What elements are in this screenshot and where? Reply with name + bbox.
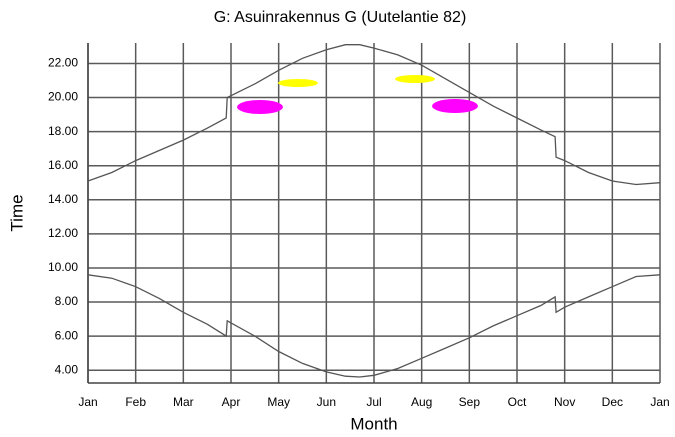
y-tick-label: 14.00 (48, 192, 78, 206)
chart-title: G: Asuinrakennus G (Uutelantie 82) (214, 9, 467, 26)
highlight (278, 79, 318, 87)
x-tick-label: Nov (554, 395, 575, 409)
highlight (432, 99, 478, 113)
y-tick-label: 20.00 (48, 90, 78, 104)
y-tick-label: 22.00 (48, 56, 78, 70)
line (87, 274, 661, 378)
highlight (395, 75, 435, 83)
x-tick-label: Jan (650, 395, 669, 409)
x-tick-label: Dec (602, 395, 623, 409)
y-tick-label: 12.00 (48, 226, 78, 240)
x-tick-label: Mar (173, 395, 194, 409)
x-tick-label: Sep (459, 395, 481, 409)
y-axis-title: Time (7, 194, 26, 231)
y-tick-label: 6.00 (55, 328, 79, 342)
x-tick-label: Feb (125, 395, 146, 409)
x-tick-label: Jul (366, 395, 381, 409)
highlights (237, 75, 478, 114)
x-tick-label: Aug (411, 395, 432, 409)
x-tick-label: May (267, 395, 290, 409)
x-axis-title: Month (350, 414, 397, 433)
y-tick-label: 18.00 (48, 124, 78, 138)
x-tick-label: Jun (317, 395, 336, 409)
highlight (237, 100, 283, 114)
x-tick-label: Apr (222, 395, 241, 409)
y-tick-label: 16.00 (48, 158, 78, 172)
x-tick-label: Oct (508, 395, 527, 409)
y-tick-label: 8.00 (55, 294, 79, 308)
grid (87, 43, 661, 383)
y-tick-label: 4.00 (55, 362, 79, 376)
x-tick-label: Jan (78, 395, 97, 409)
y-tick-label: 10.00 (48, 260, 78, 274)
line (87, 44, 661, 186)
